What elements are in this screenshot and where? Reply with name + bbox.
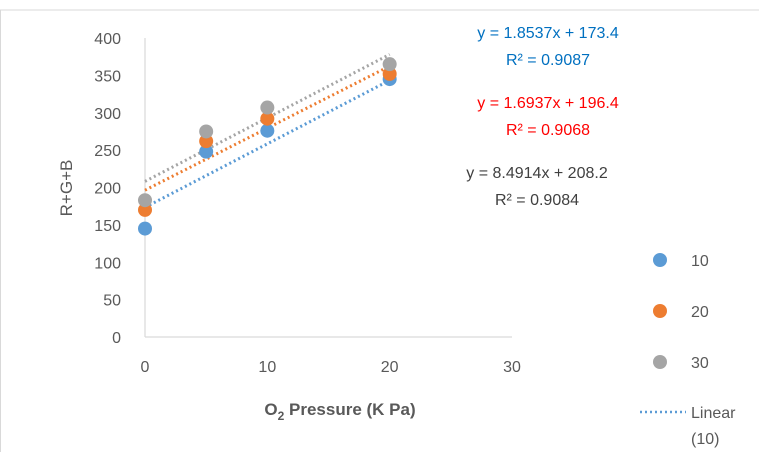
trendlines <box>144 53 391 209</box>
x-axis-title-subscript: 2 <box>278 409 285 423</box>
data-point-10 <box>199 144 214 159</box>
trend-equation-30: y = 8.4914x + 208.2 <box>466 165 608 182</box>
trend-r2-20: R² = 0.9068 <box>506 122 590 139</box>
y-tick-label: 200 <box>94 181 121 198</box>
legend-label-10: 10 <box>691 253 709 270</box>
data-point-30 <box>382 57 397 72</box>
trend-equation-10: y = 1.8537x + 173.4 <box>477 25 619 42</box>
x-axis-title-main: O <box>264 400 277 419</box>
legend-marker-30 <box>653 355 667 369</box>
trendline-10 <box>144 78 391 209</box>
y-axis-title: R+G+B <box>57 160 76 217</box>
y-tick-label: 0 <box>112 330 121 347</box>
legend-marker-20 <box>653 304 667 318</box>
legend-label-20: 20 <box>691 304 709 321</box>
legend: 10 20 30 Linear (10) <box>640 253 736 448</box>
y-tick-label: 50 <box>103 293 121 310</box>
y-tick-label: 350 <box>94 68 121 85</box>
x-tick-label: 20 <box>381 359 399 376</box>
legend-trend-label-line1: Linear <box>691 405 736 422</box>
data-point-20 <box>138 202 152 217</box>
data-point-30 <box>260 100 275 115</box>
data-point-20 <box>260 111 275 126</box>
data-point-20 <box>382 66 397 81</box>
y-tick-labels: 0 50 100 150 200 250 300 350 400 <box>94 31 121 347</box>
data-point-10 <box>138 221 152 236</box>
data-point-30 <box>199 124 214 139</box>
x-tick-label: 10 <box>258 359 276 376</box>
y-tick-label: 400 <box>94 31 121 48</box>
x-tick-label: 0 <box>141 359 150 376</box>
legend-label-30: 30 <box>691 355 709 372</box>
x-axis-title: O2 Pressure (K Pa) <box>264 400 415 423</box>
legend-marker-10 <box>653 253 667 267</box>
x-tick-labels: 0 10 20 30 <box>141 359 521 376</box>
y-tick-label: 250 <box>94 143 121 160</box>
trend-r2-10: R² = 0.9087 <box>506 52 590 69</box>
trend-r2-30: R² = 0.9084 <box>495 192 579 209</box>
y-tick-label: 150 <box>94 218 121 235</box>
trendline-20 <box>144 64 391 192</box>
x-tick-label: 30 <box>503 359 521 376</box>
trend-equation-20: y = 1.6937x + 196.4 <box>477 95 619 112</box>
data-point-10 <box>260 123 275 138</box>
data-point-20 <box>199 134 214 149</box>
trendline-30 <box>144 53 391 183</box>
data-points <box>138 57 397 236</box>
x-axis-title-suffix: Pressure (K Pa) <box>284 400 415 419</box>
y-tick-label: 300 <box>94 106 121 123</box>
y-tick-label: 100 <box>94 255 121 272</box>
data-point-30 <box>138 193 152 208</box>
legend-trend-label-line2: (10) <box>691 431 719 448</box>
